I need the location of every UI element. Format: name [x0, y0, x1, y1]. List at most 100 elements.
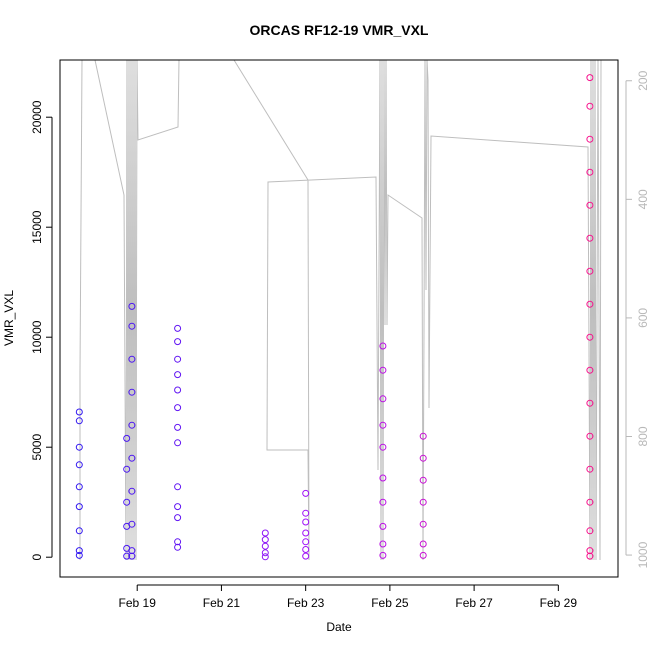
data-point: [128, 552, 136, 560]
scatter-points: [75, 74, 594, 561]
plot-frame: [59, 59, 619, 578]
data-point: [261, 549, 269, 557]
data-point: [586, 135, 594, 143]
data-point: [261, 536, 269, 544]
data-point: [302, 538, 310, 546]
data-point: [128, 322, 136, 330]
data-point: [128, 421, 136, 429]
y2-tick-label: 1000: [636, 541, 650, 568]
data-point: [128, 487, 136, 495]
data-point: [419, 432, 427, 440]
data-point: [174, 514, 182, 522]
data-point: [174, 483, 182, 491]
y-tick-label: 20000: [30, 100, 44, 134]
data-point: [128, 355, 136, 363]
data-point: [75, 443, 83, 451]
data-point: [586, 300, 594, 308]
data-point: [261, 553, 269, 561]
data-point: [75, 503, 83, 511]
data-point: [174, 355, 182, 363]
data-point: [174, 386, 182, 394]
x-axis-title: Date: [326, 620, 352, 634]
data-point: [586, 234, 594, 242]
data-point: [379, 540, 387, 548]
data-point: [128, 454, 136, 462]
data-point: [128, 302, 136, 310]
x-tick-label: Feb 21: [203, 596, 241, 610]
data-point: [174, 439, 182, 447]
data-point: [174, 324, 182, 332]
data-point: [75, 408, 83, 416]
data-point: [174, 423, 182, 431]
y-tick-label: 15000: [30, 210, 44, 244]
x-tick-label: Feb 19: [119, 596, 157, 610]
y-tick-label: 10000: [30, 320, 44, 354]
data-point: [261, 529, 269, 537]
data-point: [174, 503, 182, 511]
pressure-line: [79, 59, 83, 560]
data-point: [586, 399, 594, 407]
data-point: [302, 489, 310, 497]
y2-tick-label: 400: [636, 189, 650, 209]
data-point: [174, 543, 182, 551]
data-point: [75, 551, 83, 559]
data-point: [586, 366, 594, 374]
data-point: [419, 520, 427, 528]
data-point: [75, 483, 83, 491]
x-tick-label: Feb 27: [455, 596, 493, 610]
data-point: [379, 366, 387, 374]
y2-tick-label: 800: [636, 426, 650, 446]
data-point: [379, 421, 387, 429]
data-point: [75, 461, 83, 469]
data-point: [261, 542, 269, 550]
data-point: [75, 527, 83, 535]
data-point: [302, 546, 310, 553]
data-point: [128, 520, 136, 528]
data-point: [174, 338, 182, 346]
y-tick-label: 0: [30, 554, 44, 561]
x-tick-label: Feb 23: [287, 596, 325, 610]
data-point: [586, 333, 594, 341]
data-point: [419, 551, 427, 559]
data-point: [419, 540, 427, 548]
y-tick-label: 5000: [30, 434, 44, 461]
data-point: [379, 522, 387, 530]
data-point: [75, 417, 83, 425]
data-point: [174, 404, 182, 412]
data-point: [123, 498, 131, 506]
axes: Feb 19 Feb 21 Feb 23 Feb 25 Feb 27 Feb 29 0 500…: [30, 70, 650, 610]
data-point: [379, 498, 387, 506]
data-point: [174, 371, 182, 379]
data-point: [586, 432, 594, 440]
data-point: [419, 454, 427, 462]
data-point: [123, 552, 131, 560]
data-point: [123, 434, 131, 442]
data-point: [302, 509, 310, 517]
data-point: [586, 527, 594, 535]
data-point: [379, 342, 387, 350]
data-point: [75, 547, 83, 555]
data-point: [302, 552, 310, 560]
data-point: [586, 102, 594, 110]
data-point: [379, 443, 387, 451]
data-point: [379, 474, 387, 482]
data-point: [379, 551, 387, 559]
y2-tick-label: 200: [636, 70, 650, 90]
data-point: [302, 518, 310, 526]
data-point: [379, 395, 387, 403]
pressure-line: [94, 59, 180, 561]
data-point: [586, 201, 594, 209]
x-tick-label: Feb 25: [371, 596, 409, 610]
x-tick-label: Feb 29: [540, 596, 578, 610]
data-point: [586, 465, 594, 473]
data-point: [586, 74, 594, 82]
data-point: [586, 498, 594, 506]
y-axis-title: VMR_VXL: [2, 290, 16, 346]
data-point: [586, 267, 594, 275]
chart-title: ORCAS RF12-19 VMR_VXL: [250, 22, 429, 38]
data-point: [419, 498, 427, 506]
data-point: [419, 476, 427, 484]
y2-tick-label: 600: [636, 308, 650, 328]
